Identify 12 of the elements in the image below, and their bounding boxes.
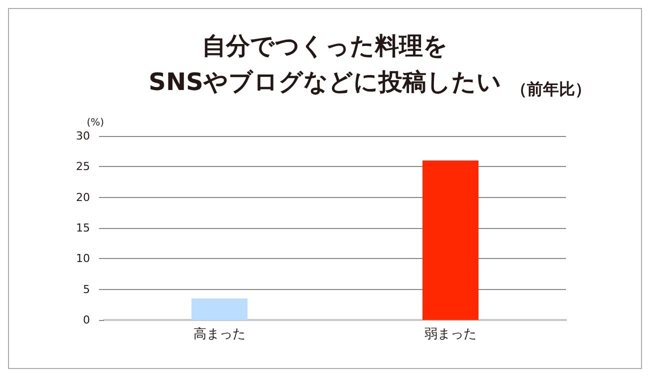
y-tick-label: 0: [83, 314, 90, 326]
chart-title: 自分でつくった料理を SNSやブログなどに投稿したい: [148, 32, 502, 96]
y-tick-label: 20: [76, 190, 90, 204]
chart-subtitle: （前年比）: [511, 80, 591, 98]
y-tick-label: 25: [76, 160, 90, 174]
y-axis-title: (%): [86, 118, 104, 128]
y-tick-label: 10: [76, 252, 90, 266]
y-tick-label: 15: [76, 222, 90, 234]
y-tick-label: 5: [83, 282, 90, 296]
x-tick-label: 弱まった: [424, 327, 476, 342]
y-tick-label: 30: [76, 130, 90, 142]
x-tick-label: 高まった: [194, 326, 246, 342]
